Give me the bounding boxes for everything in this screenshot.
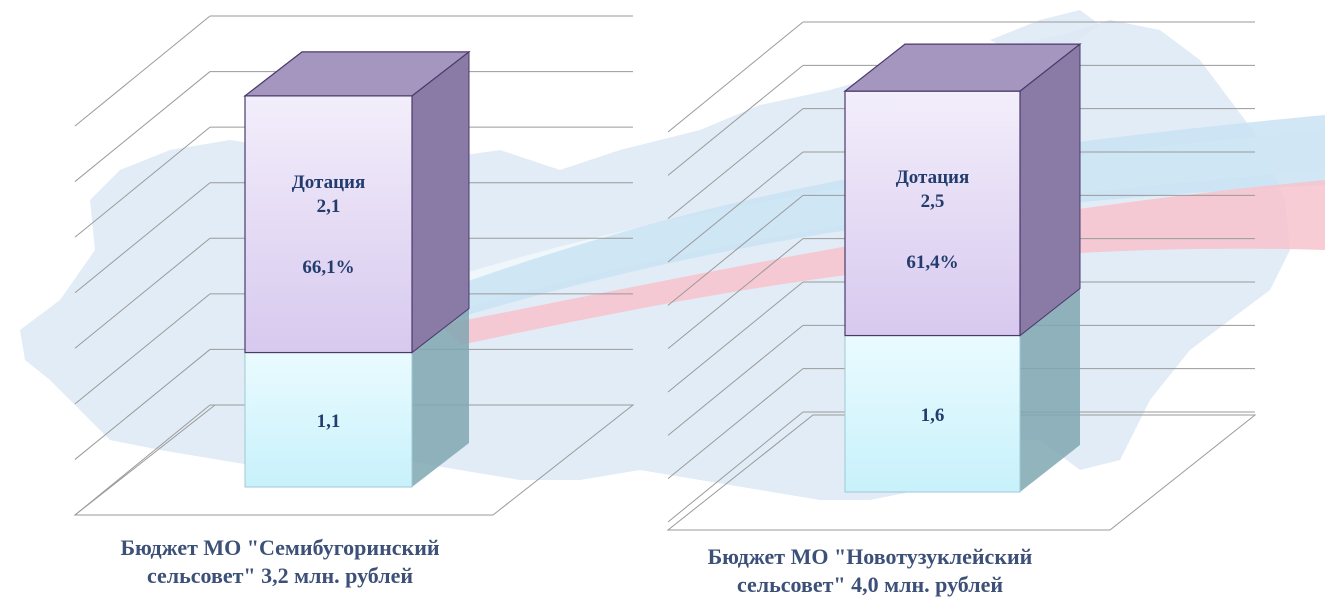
gridline-diagonal (74, 293, 211, 405)
chart-floor (666, 414, 1257, 531)
bar-own-side (1020, 288, 1080, 492)
gridline-diagonal (667, 281, 804, 393)
caption-line: сельсовет" 4,0 млн. рублей (736, 572, 1004, 597)
gridline-diagonal (667, 324, 804, 436)
chart-floor (73, 404, 635, 516)
gridline-diagonal (667, 21, 804, 133)
gridline-diagonal (667, 151, 804, 263)
subsidy-name-label: Дотация (292, 172, 366, 193)
gridline-diagonal (667, 411, 804, 523)
caption-line: Бюджет МО "Семибугоринский (120, 535, 440, 560)
gridline-diagonal (667, 368, 804, 480)
gridline-diagonal (74, 237, 211, 349)
gridline-diagonal (74, 71, 211, 182)
gridline-diagonal (667, 238, 804, 350)
gridline-diagonal (667, 64, 804, 176)
gridline-diagonal (667, 194, 804, 306)
gridline-diagonal (667, 108, 804, 220)
subsidy-name-label: Дотация (896, 167, 970, 188)
bar-subsidy-face (244, 95, 413, 354)
own-value-label: 1,1 (317, 411, 341, 432)
bar-subsidy-top (843, 43, 1082, 92)
gridline-diagonal (74, 349, 211, 460)
own-value-label: 1,6 (921, 405, 945, 426)
bar-subsidy-side (1019, 43, 1081, 337)
bar-own-side (412, 308, 469, 487)
bar-subsidy-face (844, 90, 1021, 337)
subsidy-percent-label: 66,1% (302, 257, 354, 278)
bar-subsidy-top (243, 51, 471, 97)
caption-line: Бюджет МО "Новотузуклейский (707, 544, 1033, 569)
gridline-diagonal (74, 126, 211, 238)
gridline-diagonal (74, 15, 211, 127)
chart-caption-semibugorinsky: Бюджет МО "Семибугоринский сельсовет" 3,… (60, 534, 500, 590)
subsidy-value-label: 2,5 (921, 191, 945, 212)
gridline-diagonal (74, 404, 211, 516)
subsidy-percent-label: 61,4% (906, 252, 958, 273)
bar-own-face (244, 352, 413, 488)
gridline-diagonal (74, 182, 211, 294)
chart-caption-novotuzukleysky: Бюджет МО "Новотузуклейский сельсовет" 4… (650, 543, 1090, 599)
caption-line: сельсовет" 3,2 млн. рублей (146, 563, 414, 588)
subsidy-value-label: 2,1 (317, 196, 341, 217)
